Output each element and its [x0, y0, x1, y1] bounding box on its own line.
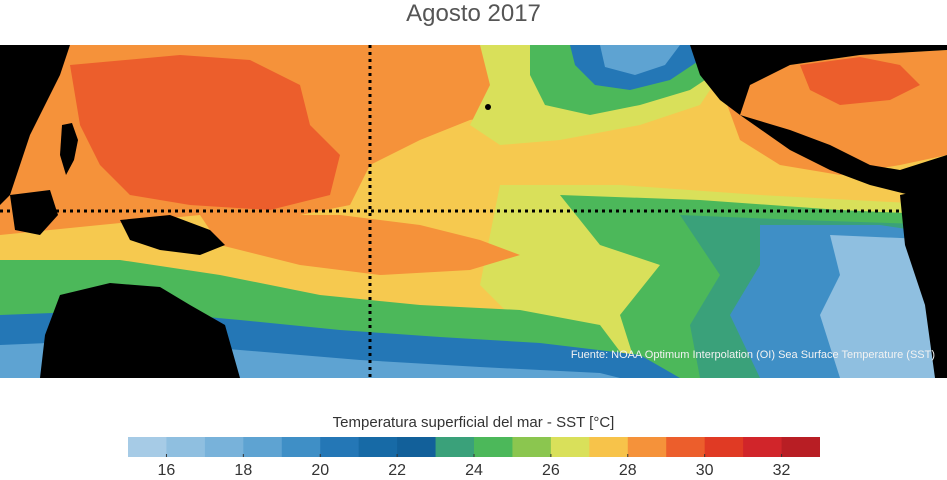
- source-note: Fuente: NOAA Optimum Interpolation (OI) …: [570, 349, 935, 361]
- colorbar-swatch: [704, 437, 744, 457]
- land-hawaii: [485, 104, 491, 110]
- land-asia: [0, 45, 70, 205]
- colorbar-swatch: [589, 437, 629, 457]
- colorbar-tick-label: 32: [772, 462, 791, 479]
- land-south-america: [900, 185, 947, 378]
- colorbar-swatch: [166, 437, 206, 457]
- colorbar-tick-label: 24: [465, 462, 483, 479]
- sst-region-red-caribbean: [800, 57, 920, 105]
- colorbar-tick-label: 20: [311, 462, 330, 479]
- colorbar-tick-label: 26: [541, 462, 560, 479]
- colorbar-swatch: [550, 437, 590, 457]
- sst-map: [0, 45, 947, 378]
- colorbar-swatch: [281, 437, 321, 457]
- colorbar: [128, 437, 820, 457]
- colorbar-swatch: [627, 437, 667, 457]
- land-central-america: [740, 115, 947, 195]
- land-australia: [40, 283, 240, 378]
- colorbar-tick-label: 18: [234, 462, 253, 479]
- colorbar-swatch: [666, 437, 706, 457]
- colorbar-swatch: [435, 437, 475, 457]
- colorbar-tick-label: 30: [695, 462, 714, 479]
- land-north-america: [690, 45, 947, 115]
- land-new-guinea: [120, 215, 225, 255]
- colorbar-tick-label: 28: [618, 462, 637, 479]
- colorbar-swatch: [512, 437, 552, 457]
- sst-region-lightblue-ne: [600, 45, 680, 75]
- map-title: Agosto 2017: [406, 0, 541, 27]
- colorbar-swatch: [397, 437, 437, 457]
- colorbar-swatch: [743, 437, 783, 457]
- colorbar-swatch: [320, 437, 360, 457]
- land-philippines: [60, 123, 78, 175]
- colorbar-swatch: [204, 437, 244, 457]
- colorbar-swatch: [358, 437, 398, 457]
- sst-region-orange-tongue: [200, 215, 520, 275]
- colorbar-tick-label: 22: [388, 462, 406, 479]
- colorbar-swatch: [781, 437, 820, 457]
- colorbar-title: Temperatura superficial del mar - SST [°…: [332, 414, 615, 431]
- colorbar-tick-label: 16: [157, 462, 176, 479]
- sst-region-darkorange-wp: [70, 55, 340, 210]
- colorbar-swatch: [128, 437, 167, 457]
- colorbar-swatch: [474, 437, 513, 457]
- colorbar-swatch: [243, 437, 283, 457]
- land-borneo: [10, 190, 58, 235]
